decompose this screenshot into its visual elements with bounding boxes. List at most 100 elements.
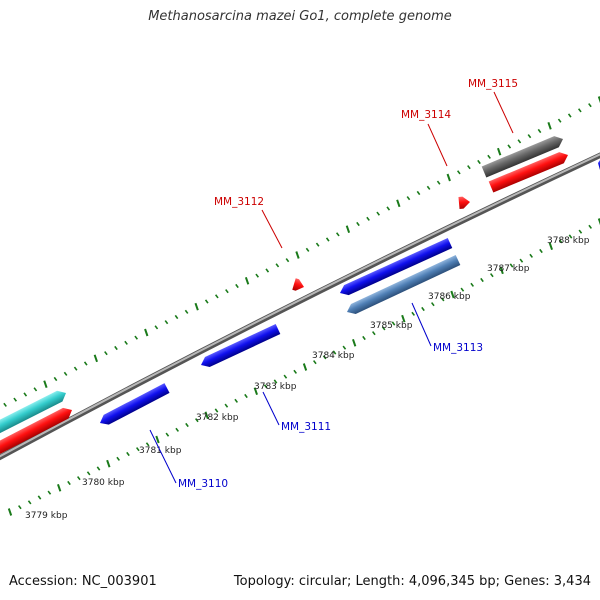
tick-minor bbox=[460, 287, 465, 292]
gene-arrow-shape bbox=[481, 136, 563, 178]
genome-backbone-highlight bbox=[0, 153, 600, 458]
tick-minor bbox=[537, 128, 542, 134]
tick-label: 3782 kbp bbox=[196, 413, 239, 423]
tick-minor bbox=[174, 314, 179, 320]
gene-arrow-forward-right bbox=[488, 152, 569, 193]
tick-minor bbox=[194, 418, 199, 423]
tick-minor bbox=[558, 239, 563, 244]
tick-minor bbox=[588, 103, 592, 108]
tick-minor bbox=[436, 180, 441, 185]
gene-label-leader bbox=[149, 429, 177, 484]
tick-minor bbox=[83, 361, 88, 366]
gene-arrow-reverse-3786 bbox=[340, 237, 453, 296]
tick-minor bbox=[456, 170, 461, 175]
tick-minor bbox=[225, 289, 229, 294]
tick-minor bbox=[529, 253, 534, 258]
tick-minor bbox=[567, 113, 572, 118]
tick-minor bbox=[63, 371, 68, 376]
tick-minor bbox=[362, 335, 366, 341]
gene-label: MM_3113 bbox=[433, 342, 483, 354]
gene-label: MM_3111 bbox=[281, 421, 331, 433]
tick-minor bbox=[37, 495, 42, 500]
gene-label-leader bbox=[261, 209, 283, 249]
tick-major bbox=[144, 328, 149, 337]
tick-minor bbox=[517, 139, 522, 144]
tick-major bbox=[547, 122, 552, 130]
tick-minor bbox=[568, 234, 573, 239]
tick-minor bbox=[273, 379, 278, 384]
tick-minor bbox=[406, 196, 411, 201]
tick-label: 3785 kbp bbox=[370, 321, 413, 331]
tick-minor bbox=[421, 306, 425, 312]
tick-minor bbox=[17, 505, 22, 510]
tick-minor bbox=[386, 206, 391, 211]
tick-minor bbox=[371, 331, 376, 336]
tick-label: 3788 kbp bbox=[547, 236, 590, 246]
tick-minor bbox=[23, 392, 28, 397]
tick-minor bbox=[145, 442, 150, 447]
tick-major bbox=[396, 199, 401, 208]
gene-arrow-MM_3112 bbox=[292, 278, 304, 291]
tick-major bbox=[204, 411, 209, 420]
tick-major bbox=[93, 354, 98, 363]
tick-major bbox=[57, 484, 62, 492]
tick-minor bbox=[116, 456, 121, 461]
gene-arrow-MM_3114 bbox=[458, 196, 471, 209]
gene-arrow-forward-left bbox=[0, 407, 73, 461]
tick-major bbox=[499, 266, 504, 275]
tick-minor bbox=[265, 268, 270, 273]
gene-arrow-shape bbox=[0, 407, 73, 461]
gene-arrow-cyan-left bbox=[0, 390, 67, 440]
tick-minor bbox=[96, 466, 101, 471]
tick-minor bbox=[557, 118, 562, 123]
tick-minor bbox=[335, 232, 340, 237]
gene-arrow-shape bbox=[0, 390, 67, 440]
gene-arrow-shape bbox=[100, 383, 170, 425]
tick-minor bbox=[332, 350, 337, 355]
tick-minor bbox=[470, 282, 475, 287]
tick-minor bbox=[135, 447, 140, 452]
gene-label: MM_3110 bbox=[178, 478, 228, 490]
tick-minor bbox=[244, 393, 248, 399]
genome-backbone bbox=[0, 152, 600, 461]
tick-minor bbox=[440, 297, 445, 302]
tick-minor bbox=[134, 335, 139, 340]
tick-major bbox=[597, 96, 600, 104]
tick-major bbox=[497, 147, 502, 156]
tick-minor bbox=[86, 471, 91, 476]
tick-minor bbox=[325, 237, 330, 242]
gene-label: MM_3114 bbox=[401, 109, 451, 121]
tick-label: 3784 kbp bbox=[312, 351, 355, 361]
gene-label-leader bbox=[262, 391, 280, 426]
gene-label-leader bbox=[493, 91, 514, 134]
tick-minor bbox=[283, 374, 288, 379]
tick-minor bbox=[165, 432, 170, 437]
tick-minor bbox=[430, 302, 435, 307]
tick-minor bbox=[235, 283, 239, 289]
tick-minor bbox=[356, 221, 360, 227]
tick-label: 3783 kbp bbox=[254, 382, 297, 392]
gene-arrow-shape bbox=[347, 255, 461, 315]
tick-minor bbox=[477, 159, 481, 165]
tick-minor bbox=[47, 490, 52, 495]
genome-title: Methanosarcina mazei Go1, complete genom… bbox=[148, 9, 452, 24]
tick-minor bbox=[487, 154, 491, 159]
tick-major bbox=[450, 290, 455, 299]
tick-major bbox=[43, 380, 48, 388]
tick-minor bbox=[416, 190, 421, 196]
tick-minor bbox=[507, 144, 512, 149]
tick-label: 3787 kbp bbox=[487, 264, 530, 274]
tick-minor bbox=[519, 258, 524, 263]
genome-info-label: Topology: circular; Length: 4,096,345 bp… bbox=[233, 574, 591, 589]
gene-arrow-shape bbox=[340, 237, 453, 296]
tick-minor bbox=[322, 355, 327, 360]
gene-arrow-MM_3113 bbox=[347, 255, 461, 315]
tick-minor bbox=[76, 476, 81, 481]
tick-minor bbox=[588, 224, 593, 229]
tick-minor bbox=[426, 185, 431, 190]
tick-minor bbox=[255, 273, 260, 278]
tick-major bbox=[155, 435, 160, 444]
tick-minor bbox=[33, 387, 38, 392]
inner-tick-row bbox=[7, 218, 600, 516]
